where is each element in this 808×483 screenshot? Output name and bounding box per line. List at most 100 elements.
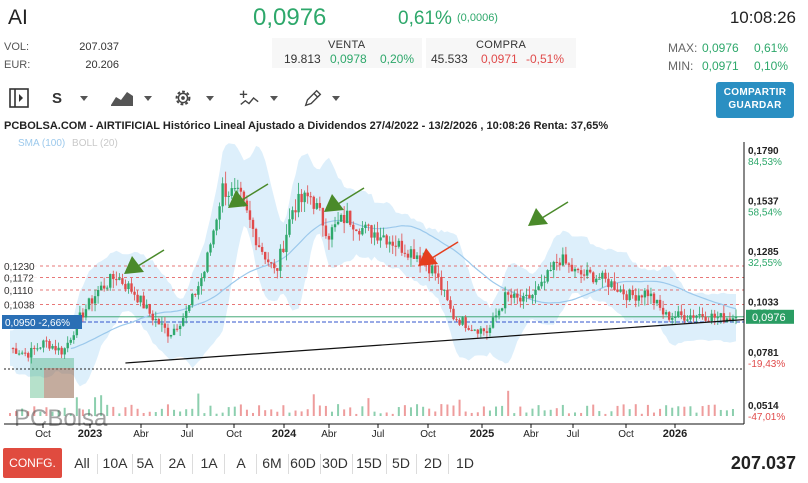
x-tick-label: Oct (618, 429, 634, 440)
candle-body (251, 219, 255, 229)
volume-bar (567, 413, 570, 416)
range-separator (352, 454, 353, 474)
candle-body (194, 293, 197, 295)
volume-bar (379, 413, 382, 416)
level-label-bg (2, 270, 38, 284)
candle-body (491, 317, 495, 328)
quote-time: 10:08:26 (729, 8, 796, 27)
candle-body (443, 289, 446, 291)
candle-body (446, 289, 449, 301)
volume-bar (252, 412, 255, 416)
chevron-down-icon[interactable] (144, 96, 152, 101)
candle-body (254, 228, 258, 246)
arrow-shaft (431, 241, 459, 259)
range-button-1a[interactable]: 1A (200, 455, 218, 471)
volume-bar (731, 408, 734, 416)
range-button-60d[interactable]: 60D (290, 455, 316, 471)
volume-bar (689, 406, 692, 416)
volume-bar (434, 411, 437, 416)
range-button-5d[interactable]: 5D (392, 455, 410, 471)
arrow-shaft (337, 187, 365, 205)
candle-body (160, 323, 164, 325)
volume-bar (142, 412, 145, 416)
settings-button[interactable] (170, 86, 196, 110)
candle-body (127, 283, 130, 290)
volume-row: VOL: 207.037 (4, 41, 119, 53)
euro-value: 20.206 (85, 59, 119, 71)
volume-bar (349, 407, 352, 416)
share-save-button[interactable]: COMPARTIR GUARDAR (716, 82, 794, 118)
volume-bar (495, 406, 498, 416)
boll-legend[interactable]: BOLL (20) (72, 138, 118, 149)
candle-body (257, 245, 261, 247)
range-separator (97, 454, 98, 474)
candle-body (30, 347, 33, 358)
watermark-mark (30, 358, 74, 398)
change-percent: 0,61% (398, 8, 452, 29)
candle-body (719, 313, 723, 318)
candle-body (701, 313, 704, 317)
volume-bar (555, 408, 558, 416)
candle-body (394, 245, 397, 247)
ticker-symbol: AI (8, 6, 28, 29)
range-button-1d[interactable]: 1D (456, 455, 474, 471)
candle-body (57, 347, 60, 351)
candle-body (361, 227, 364, 235)
buy-qty: 45.533 (431, 52, 468, 66)
chevron-down-icon[interactable] (80, 96, 88, 101)
volume-bar (15, 411, 18, 416)
chevron-down-icon[interactable] (332, 96, 340, 101)
range-button-all[interactable]: All (74, 455, 90, 471)
draw-tools-button[interactable] (300, 86, 326, 110)
candle-body (294, 210, 297, 213)
range-button-2a[interactable]: 2A (168, 455, 186, 471)
chart-type-button[interactable] (108, 86, 136, 110)
candle-body (33, 347, 36, 349)
range-button-30d[interactable]: 30D (322, 455, 348, 471)
sma-legend[interactable]: SMA (100) (18, 138, 66, 149)
range-button-2d[interactable]: 2D (424, 455, 442, 471)
candle-body (184, 310, 188, 318)
volume-bar (209, 405, 212, 416)
volume-bar (318, 405, 321, 416)
candle-body (716, 317, 719, 319)
level-label-bg (2, 297, 38, 311)
panel-toggle-button[interactable] (6, 86, 32, 110)
chevron-down-icon[interactable] (270, 96, 278, 101)
indicators-button[interactable] (236, 86, 262, 110)
volume-bar (634, 404, 637, 416)
candle-body (364, 224, 367, 228)
price-chart[interactable]: 0,1230 0,1172 0,1110 0,1038 PCBolsa 0,1790 8… (0, 118, 808, 444)
candle-body (482, 328, 486, 332)
candle-body (616, 290, 619, 292)
candle-body (513, 293, 516, 298)
candle-body (434, 265, 437, 274)
volume-bar (409, 407, 412, 416)
candle-body (531, 294, 534, 299)
volume-bar (574, 412, 577, 416)
candle-body (710, 313, 713, 321)
series-type-button[interactable]: S (51, 89, 62, 107)
volume-bar (391, 413, 394, 416)
candle-body (440, 276, 443, 291)
range-bar: CONFG. All 10A 5A 2A 1A A 6M 60D 30D 15D 5D 2D 1D 20… (0, 444, 808, 483)
range-button-10a[interactable]: 10A (102, 455, 128, 471)
candle-body (291, 210, 294, 220)
candle-body (692, 315, 695, 318)
chevron-down-icon[interactable] (206, 96, 214, 101)
range-button-15d[interactable]: 15D (356, 455, 382, 471)
range-button-5a[interactable]: 5A (136, 455, 154, 471)
candle-body (39, 347, 42, 349)
candle-body (20, 352, 24, 354)
candle-body (118, 278, 121, 280)
candle-body (81, 312, 85, 318)
candle-body (72, 335, 75, 340)
candle-body (330, 227, 334, 240)
range-button-a[interactable]: A (236, 455, 246, 471)
candle-body (282, 248, 285, 253)
price-tag-label: 0,0976 (752, 312, 786, 324)
config-button[interactable]: CONFG. (3, 448, 62, 478)
range-button-6m[interactable]: 6M (262, 455, 282, 471)
volume-bar (458, 399, 461, 416)
